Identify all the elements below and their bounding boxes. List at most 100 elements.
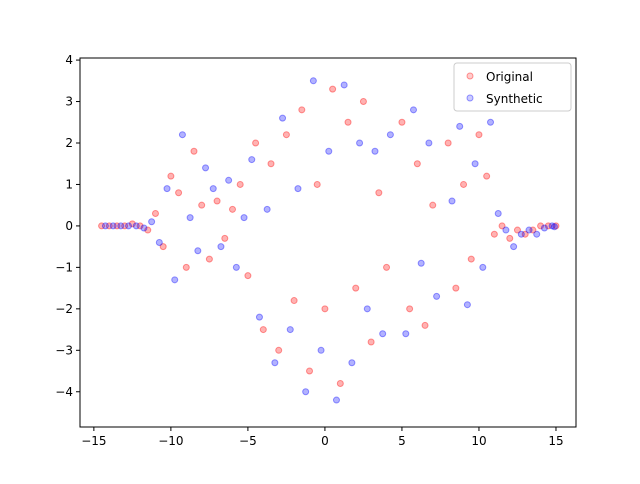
point (282, 131, 290, 139)
point (240, 214, 248, 222)
point (460, 180, 468, 188)
point (352, 284, 360, 292)
point (132, 222, 140, 230)
y-tick-label: −2 (55, 302, 73, 316)
point (521, 230, 529, 238)
point (306, 367, 314, 375)
point (151, 209, 159, 217)
point (413, 160, 421, 168)
point (409, 106, 417, 114)
point (255, 313, 263, 321)
point (98, 222, 106, 230)
point (217, 243, 225, 251)
point (248, 156, 256, 164)
legend-box (453, 62, 572, 112)
point (163, 185, 171, 193)
point (194, 247, 202, 255)
point (290, 297, 298, 305)
point (398, 118, 406, 126)
legend-label: Original (486, 70, 533, 84)
point (494, 209, 502, 217)
point (279, 114, 287, 122)
point (375, 189, 383, 197)
point (148, 218, 156, 226)
point (417, 259, 425, 267)
point (332, 396, 340, 404)
point (448, 197, 456, 205)
legend-label: Synthetic (486, 92, 543, 106)
point (182, 263, 190, 271)
point (213, 197, 221, 205)
point (550, 223, 558, 231)
point (463, 301, 471, 309)
point (533, 230, 541, 238)
point (101, 222, 109, 230)
point (552, 222, 560, 230)
point (275, 346, 283, 354)
point (502, 226, 510, 234)
point (228, 205, 236, 213)
y-tick-label: 1 (65, 177, 73, 191)
y-tick-label: 2 (65, 136, 73, 150)
point (302, 388, 310, 396)
point (144, 226, 152, 234)
point (159, 243, 167, 251)
point (475, 131, 483, 139)
point (383, 263, 391, 271)
point (202, 164, 210, 172)
point (171, 276, 179, 284)
point (510, 243, 518, 251)
point (487, 118, 495, 126)
y-tick-label: 0 (65, 219, 73, 233)
point (513, 226, 521, 234)
point (379, 330, 387, 338)
point (483, 172, 491, 180)
y-tick-label: 3 (65, 95, 73, 109)
point (429, 201, 437, 209)
point (456, 122, 464, 130)
point (425, 139, 433, 147)
point (490, 230, 498, 238)
point (367, 338, 375, 346)
point (221, 234, 229, 242)
point (444, 139, 452, 147)
point (433, 292, 441, 300)
x-tick-label: −5 (239, 434, 257, 448)
point (309, 77, 317, 85)
x-tick-label: 5 (398, 434, 406, 448)
point (336, 379, 344, 387)
point (548, 222, 556, 230)
point (205, 255, 213, 263)
point (325, 147, 333, 155)
point (128, 220, 136, 228)
x-tick-label: 10 (471, 434, 486, 448)
point (544, 222, 552, 230)
point (506, 234, 514, 242)
point (344, 118, 352, 126)
point (321, 305, 329, 313)
point (259, 326, 267, 334)
point (294, 185, 302, 193)
point (209, 185, 217, 193)
axes-frame (79, 57, 577, 428)
point (140, 224, 148, 232)
point (117, 222, 125, 230)
legend-marker (466, 72, 474, 80)
point (406, 305, 414, 313)
point (298, 106, 306, 114)
point (313, 180, 321, 188)
point (125, 222, 133, 230)
point (479, 263, 487, 271)
point (225, 176, 233, 184)
y-tick-label: −3 (55, 343, 73, 357)
point (467, 255, 475, 263)
x-tick-label: −15 (81, 434, 106, 448)
point (329, 85, 337, 93)
point (371, 147, 379, 155)
x-tick-label: 15 (548, 434, 563, 448)
point (167, 172, 175, 180)
point (340, 81, 348, 89)
point (178, 131, 186, 139)
point (271, 359, 279, 367)
